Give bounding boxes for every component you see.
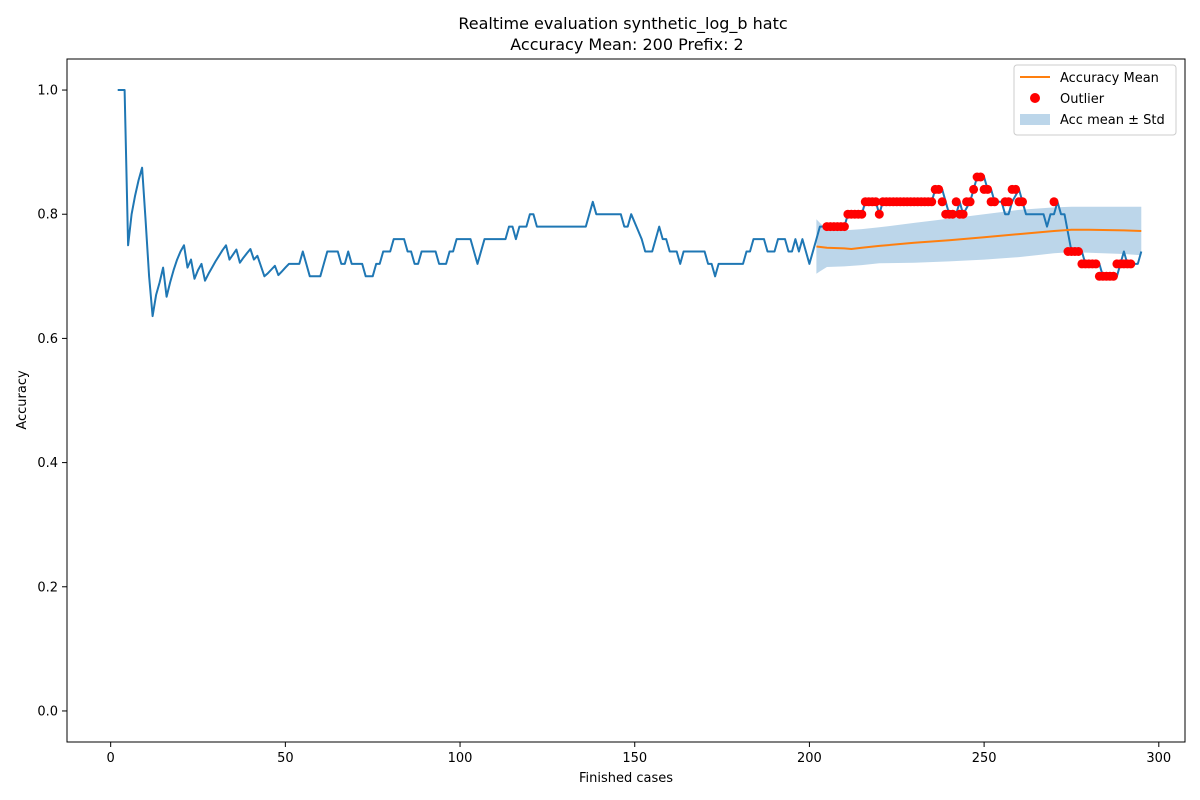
outlier-point: [857, 209, 867, 219]
outlier-point: [1126, 259, 1136, 269]
outlier-point: [948, 209, 958, 219]
std-band: [816, 206, 1142, 274]
legend-band-swatch: [1020, 114, 1050, 125]
chart-subtitle: Accuracy Mean: 200 Prefix: 2: [510, 35, 743, 54]
legend-band-label: Acc mean ± Std: [1060, 113, 1165, 128]
outlier-point: [990, 197, 1000, 207]
legend-outlier-label: Outlier: [1060, 92, 1105, 107]
outlier-point: [839, 222, 849, 232]
y-axis-label: Accuracy: [15, 370, 30, 430]
plot-frame: [66, 58, 1186, 743]
y-tick-label: 1.0: [37, 84, 58, 99]
outlier-point: [1004, 197, 1014, 207]
x-tick-label: 0: [107, 751, 115, 766]
x-tick-label: 150: [622, 751, 647, 766]
x-tick-label: 100: [448, 751, 473, 766]
outlier-point: [1108, 271, 1118, 281]
x-tick-label: 300: [1146, 751, 1171, 766]
legend-mean-label: Accuracy Mean: [1060, 71, 1159, 86]
outlier-point: [965, 197, 975, 207]
x-tick-label: 200: [797, 751, 822, 766]
outlier-point: [927, 197, 937, 207]
outlier-point: [874, 209, 884, 219]
x-axis-ticks: 0 50 100 150 200 250 300: [107, 742, 1171, 766]
mean-line-layer: [816, 228, 1142, 251]
legend-outlier-swatch: [1030, 93, 1040, 103]
outlier-point: [871, 197, 881, 207]
x-tick-label: 250: [972, 751, 997, 766]
outlier-point: [934, 184, 944, 194]
outlier-point: [951, 197, 961, 207]
outlier-layer: [822, 172, 1136, 281]
x-tick-label: 50: [277, 751, 294, 766]
y-tick-label: 0.6: [37, 332, 58, 347]
outlier-point: [1018, 197, 1027, 207]
outlier-point: [1073, 247, 1083, 256]
chart-title: Realtime evaluation synthetic_log_b hatc: [458, 14, 787, 34]
y-axis-ticks: 0.0 0.2 0.4 0.6 0.8 1.0: [37, 84, 67, 719]
outlier-point: [937, 197, 947, 207]
legend: Accuracy Mean Outlier Acc mean ± Std: [1013, 64, 1177, 136]
x-axis-label: Finished cases: [579, 771, 673, 786]
accuracy-mean-line: [816, 228, 1142, 251]
outlier-point: [983, 184, 993, 194]
y-tick-label: 0.2: [37, 580, 58, 595]
outlier-point: [1091, 259, 1101, 269]
outlier-point: [1011, 184, 1021, 194]
outlier-point: [976, 172, 986, 182]
legend-box: [1013, 64, 1177, 136]
std-band-layer: [816, 206, 1142, 274]
y-tick-label: 0.4: [37, 456, 58, 471]
outlier-point: [958, 209, 968, 219]
outlier-point: [969, 184, 979, 194]
y-tick-label: 0.8: [37, 208, 58, 223]
y-tick-label: 0.0: [37, 704, 58, 719]
outlier-point: [1049, 197, 1059, 207]
